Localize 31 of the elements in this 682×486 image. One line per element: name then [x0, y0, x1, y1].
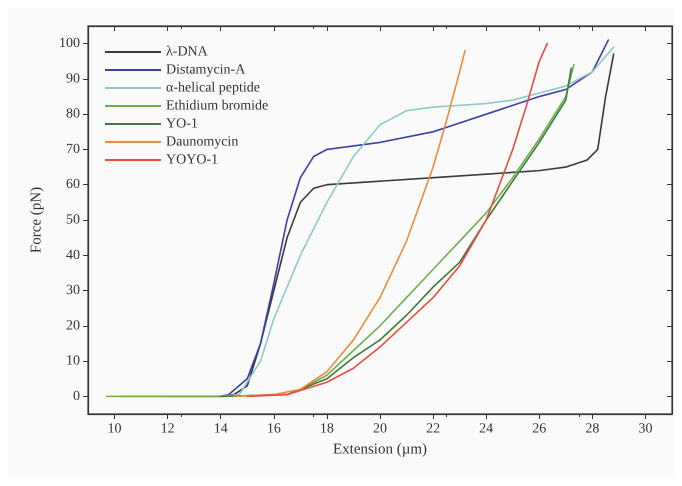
y-tick-label: 30	[66, 283, 80, 298]
y-tick-label: 40	[66, 248, 80, 263]
legend-label: α-helical peptide	[166, 80, 260, 96]
x-tick-label: 16	[266, 422, 281, 436]
x-tick-label: 12	[160, 422, 175, 436]
y-tick-label: 70	[66, 142, 80, 157]
x-tick-label: 26	[532, 422, 546, 436]
x-tick-label: 24	[479, 422, 494, 436]
x-tick-label: 20	[373, 422, 387, 436]
y-tick-label: 10	[66, 354, 80, 369]
legend-label: Daunomycin	[166, 134, 238, 150]
legend-label: Ethidium bromide	[166, 98, 268, 114]
x-tick-label: 10	[108, 422, 122, 436]
x-tick-label: 22	[426, 422, 440, 436]
y-tick-label: 20	[66, 318, 80, 334]
legend-label: λ-DNA	[166, 44, 209, 60]
legend-label: Distamycin-A	[166, 62, 246, 78]
y-tick-label: 90	[66, 71, 80, 86]
y-tick-label: 100	[59, 36, 80, 52]
x-axis-title: Extension (µm)	[332, 442, 428, 458]
x-tick-label: 28	[585, 422, 600, 436]
legend-label: YO-1	[166, 116, 198, 132]
x-tick-label: 30	[638, 422, 652, 436]
y-tick-label: 0	[73, 388, 80, 404]
legend-label: YOYO-1	[166, 152, 218, 168]
x-tick-label: 18	[320, 422, 334, 436]
x-tick-label: 14	[214, 422, 228, 436]
y-tick-label: 50	[66, 212, 80, 228]
y-axis-title: Force (pN)	[28, 186, 44, 254]
y-tick-label: 80	[66, 106, 80, 122]
y-tick-label: 60	[66, 177, 80, 192]
